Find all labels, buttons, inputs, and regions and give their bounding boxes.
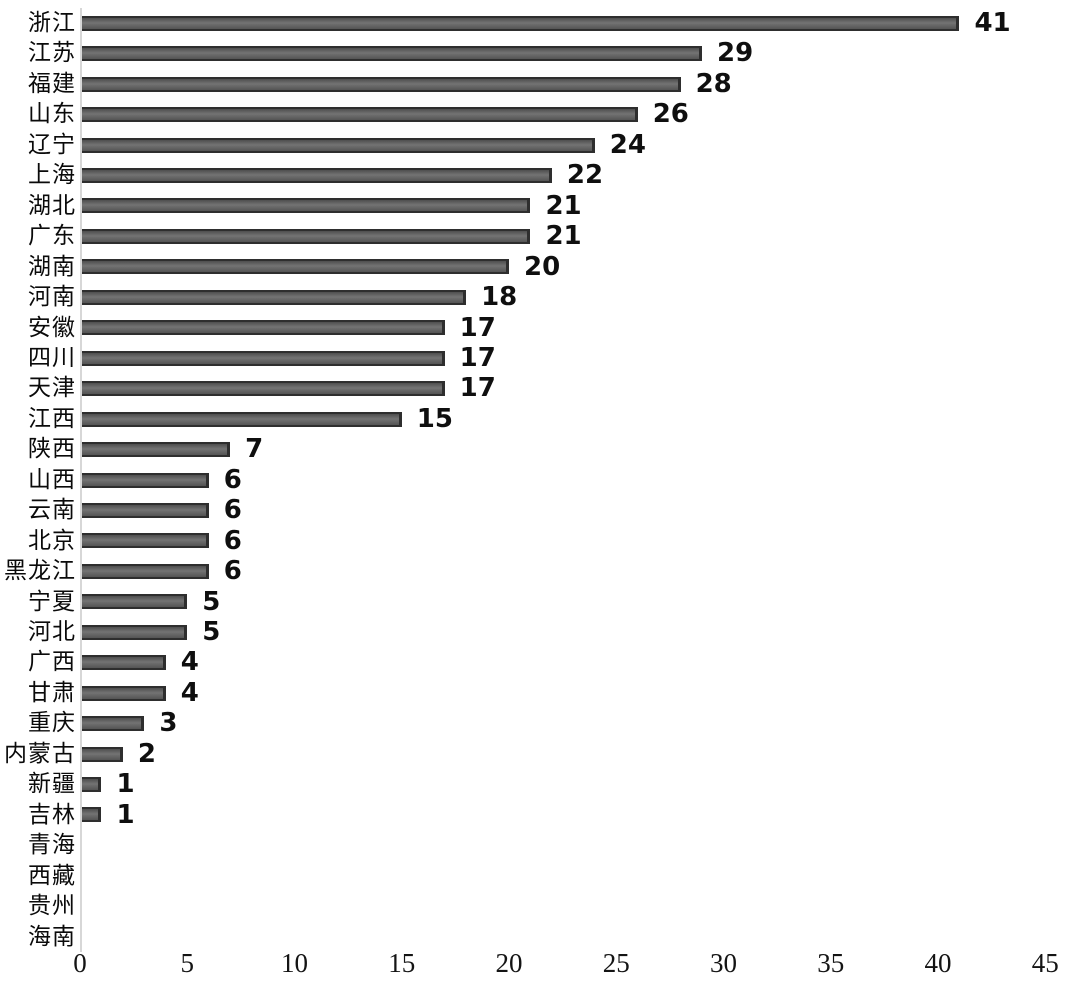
value-label: 26 bbox=[652, 99, 689, 130]
category-label: 河南 bbox=[28, 284, 76, 310]
value-label: 41 bbox=[974, 8, 1011, 38]
category-label: 天津 bbox=[28, 375, 76, 401]
value-label: 4 bbox=[180, 647, 199, 678]
bar bbox=[82, 381, 445, 397]
category-label: 北京 bbox=[28, 527, 76, 553]
bar bbox=[82, 228, 531, 244]
x-axis-tick-label: 40 bbox=[924, 948, 952, 978]
value-label: 22 bbox=[566, 160, 604, 191]
category-label: 内蒙古 bbox=[4, 740, 76, 766]
bar bbox=[82, 502, 209, 518]
bar bbox=[82, 76, 681, 92]
category-label: 福建 bbox=[28, 70, 76, 96]
bar bbox=[82, 472, 209, 488]
bar bbox=[82, 15, 960, 31]
bar bbox=[82, 167, 552, 183]
x-axis-tick-label: 0 bbox=[73, 948, 87, 978]
bar bbox=[82, 624, 188, 640]
bar bbox=[82, 107, 638, 123]
bar bbox=[82, 46, 703, 62]
bar bbox=[82, 807, 102, 823]
value-label: 6 bbox=[223, 556, 242, 587]
category-label: 新疆 bbox=[28, 771, 76, 797]
x-axis-tick-label: 45 bbox=[1031, 948, 1059, 978]
x-axis-tick-label: 15 bbox=[388, 948, 416, 978]
category-label: 江西 bbox=[28, 405, 76, 431]
category-label: 贵州 bbox=[28, 893, 76, 919]
category-label: 黑龙江 bbox=[4, 558, 76, 584]
bar bbox=[82, 533, 209, 549]
value-label: 7 bbox=[245, 434, 264, 465]
category-label: 四川 bbox=[28, 344, 76, 370]
category-label: 广东 bbox=[28, 223, 76, 249]
value-label: 5 bbox=[202, 617, 221, 648]
value-label: 24 bbox=[609, 129, 646, 160]
x-axis-tick-label: 30 bbox=[710, 948, 737, 978]
bar bbox=[82, 137, 595, 153]
y-axis-line bbox=[80, 8, 82, 952]
value-label: 29 bbox=[717, 38, 754, 69]
value-label: 28 bbox=[695, 68, 732, 99]
value-label: 1 bbox=[116, 799, 135, 830]
value-label: 20 bbox=[524, 251, 561, 282]
x-axis-tick-label: 20 bbox=[495, 948, 523, 978]
category-label: 广西 bbox=[28, 649, 76, 675]
x-axis-tick-label: 5 bbox=[180, 948, 195, 978]
category-label: 甘肃 bbox=[28, 679, 76, 705]
bar bbox=[82, 563, 209, 579]
category-label: 山西 bbox=[28, 466, 76, 492]
x-axis-tick-label: 25 bbox=[602, 948, 630, 978]
category-label: 上海 bbox=[28, 162, 76, 188]
bar bbox=[82, 289, 467, 305]
category-label: 宁夏 bbox=[28, 588, 76, 614]
x-axis-tick-label: 10 bbox=[281, 948, 308, 978]
bar bbox=[82, 198, 531, 214]
category-label: 辽宁 bbox=[28, 131, 76, 157]
category-label: 陕西 bbox=[28, 436, 76, 462]
value-label: 17 bbox=[459, 342, 496, 373]
category-label: 重庆 bbox=[28, 710, 76, 736]
category-label: 云南 bbox=[28, 497, 76, 523]
category-label: 湖南 bbox=[28, 253, 76, 279]
value-label: 6 bbox=[223, 495, 242, 526]
value-label: 21 bbox=[545, 190, 582, 221]
bar bbox=[82, 320, 445, 336]
category-label: 浙江 bbox=[28, 10, 76, 35]
bar bbox=[82, 655, 166, 671]
bar bbox=[82, 411, 402, 427]
category-label: 西藏 bbox=[28, 862, 76, 888]
bar bbox=[82, 716, 145, 732]
value-label: 17 bbox=[459, 312, 496, 343]
value-label: 3 bbox=[159, 708, 178, 739]
category-label: 湖北 bbox=[28, 192, 76, 218]
category-label: 青海 bbox=[28, 832, 76, 858]
category-label: 河北 bbox=[28, 619, 76, 645]
category-label: 吉林 bbox=[28, 801, 76, 827]
category-label: 山东 bbox=[28, 101, 76, 127]
bar bbox=[82, 259, 509, 275]
value-label: 1 bbox=[116, 769, 135, 800]
value-label: 6 bbox=[223, 464, 242, 495]
bar bbox=[82, 777, 102, 793]
value-label: 2 bbox=[137, 738, 156, 769]
bar bbox=[82, 746, 123, 762]
value-label: 17 bbox=[459, 373, 496, 404]
category-label: 安徽 bbox=[28, 314, 76, 340]
x-axis-tick-label: 35 bbox=[817, 948, 845, 978]
category-label: 江苏 bbox=[28, 40, 76, 66]
value-label: 18 bbox=[481, 282, 518, 313]
category-label: 海南 bbox=[28, 923, 76, 949]
value-label: 4 bbox=[180, 677, 199, 708]
bar bbox=[82, 350, 445, 366]
value-label: 5 bbox=[202, 586, 221, 617]
value-label: 21 bbox=[545, 221, 582, 252]
bar bbox=[82, 685, 166, 701]
bar bbox=[82, 594, 188, 610]
bar bbox=[82, 442, 231, 458]
value-label: 15 bbox=[416, 403, 453, 434]
value-label: 6 bbox=[223, 525, 242, 556]
